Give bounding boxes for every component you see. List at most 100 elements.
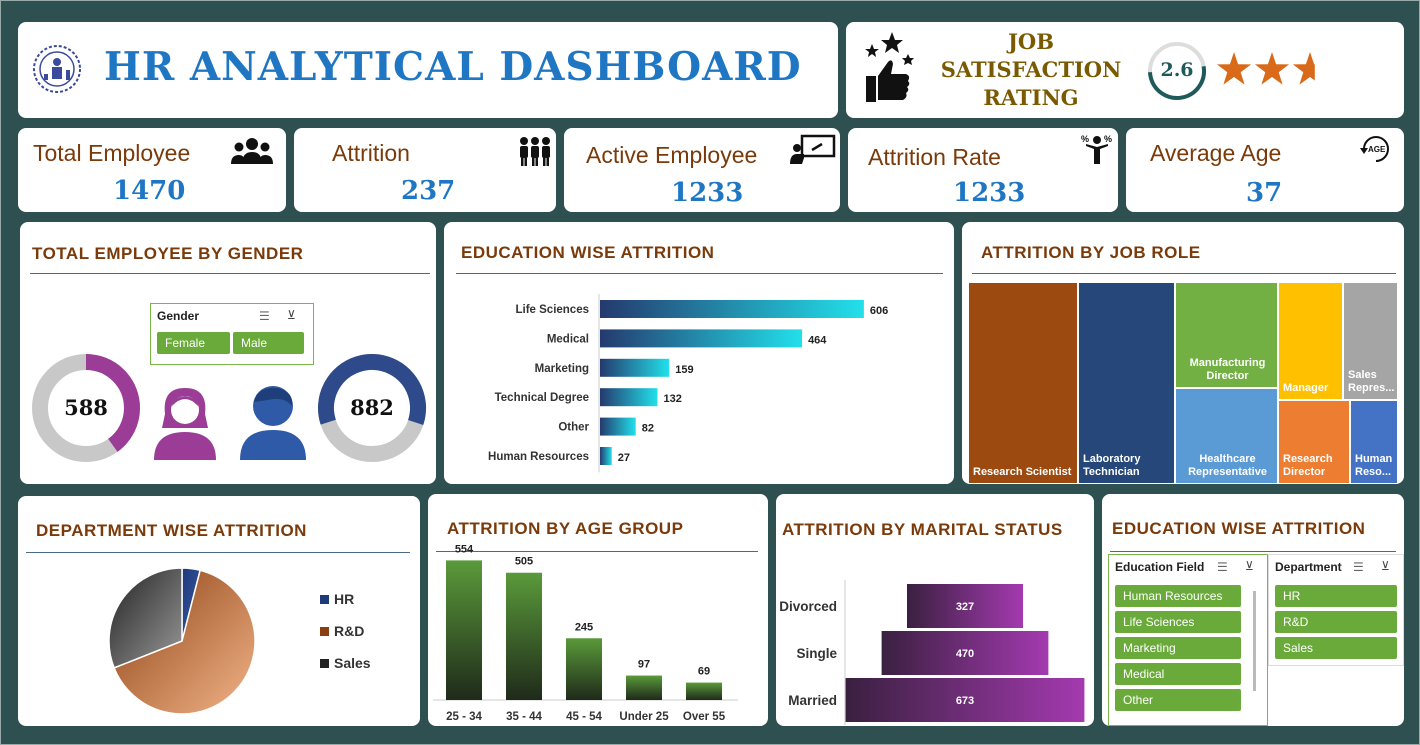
bar-under-25 [626,675,662,700]
treemap-cell-manager[interactable]: Manager [1278,282,1343,400]
category-label: Marketing [535,363,589,375]
slicer-option-other[interactable]: Other [1115,689,1241,711]
title-divider [456,273,943,274]
category-label: Married [788,693,837,708]
data-label: 606 [870,305,888,317]
treemap-label: Laboratory Technician [1083,453,1141,478]
data-label: 470 [956,648,974,660]
treemap-cell-human-resources[interactable]: Human Reso... [1350,400,1398,484]
three-people-icon [518,136,552,173]
kpi-label: Attrition [332,140,410,166]
star-1 [1216,52,1252,85]
hr-logo-icon [32,44,82,94]
category-label: 25 - 34 [446,711,482,723]
data-label: 132 [663,393,681,405]
title-divider [972,273,1396,274]
department-card: DEPARTMENT WISE ATTRITION HR R&D Sales [18,496,420,726]
percent-person-icon: %% [1080,132,1114,171]
bar-marketing [600,358,670,377]
bar-life-sciences [600,300,864,318]
clear-filter-icon[interactable]: ⊻ [1245,559,1254,573]
title-divider [436,551,758,552]
slicer-option-rnd[interactable]: R&D [1275,611,1397,633]
funnel-bar-married [845,678,1085,722]
kpi-value: 1470 [113,176,186,206]
svg-text:%: % [1081,134,1089,144]
data-label: 673 [956,695,974,707]
treemap-label: Research Director [1283,453,1333,478]
female-person-icon [152,384,218,465]
kpi-label: Attrition Rate [868,144,1001,170]
slicer-scrollbar[interactable] [1253,591,1256,691]
people-group-icon [230,136,274,173]
bar-25---34 [446,560,482,700]
kpi-label: Active Employee [586,142,758,168]
marital-funnel-chart: 327 Divorced 470 Single 673 Married [779,580,1085,725]
slicer-option-marketing[interactable]: Marketing [1115,637,1241,659]
treemap-cell-research-director[interactable]: Research Director [1278,400,1350,484]
category-label: Over 55 [683,711,726,723]
clear-filter-icon[interactable]: ⊻ [287,308,296,322]
category-label: Life Sciences [515,304,589,316]
age-cycle-icon: AGE [1360,134,1394,169]
kpi-attrition-rate: Attrition Rate 1233 %% [848,128,1118,212]
category-label: Medical [547,333,589,345]
slicer-option-sales[interactable]: Sales [1275,637,1397,659]
education-slicers-card: EDUCATION WISE ATTRITION Education Field… [1102,494,1404,726]
multi-select-icon[interactable]: ☰ [1217,560,1228,574]
treemap-cell-research-scientist[interactable]: Research Scientist [968,282,1078,484]
treemap-cell-healthcare-representative[interactable]: Healthcare Representative [1175,388,1278,484]
kpi-value: 1233 [671,178,744,208]
pie-slice-rnd [113,569,256,715]
category-label: Human Resources [488,451,589,463]
job-satisfaction-line-3: RATING [983,85,1079,110]
female-count: 588 [64,395,108,420]
slicer-option-male[interactable]: Male [233,332,304,354]
category-label: Technical Degree [495,392,589,404]
legend-label: Sales [334,655,371,671]
satisfaction-gauge: 2.6 [1146,40,1208,102]
svg-text:AGE: AGE [1368,145,1386,154]
slicer-option-medical[interactable]: Medical [1115,663,1241,685]
slicer-option-human-resources[interactable]: Human Resources [1115,585,1241,607]
presenter-icon [790,134,836,171]
bar-35---44 [506,572,542,700]
multi-select-icon[interactable]: ☰ [259,309,270,323]
treemap-cell-laboratory-technician[interactable]: Laboratory Technician [1078,282,1175,484]
category-label: Other [558,422,589,434]
slicer-option-life-sciences[interactable]: Life Sciences [1115,611,1241,633]
job-satisfaction-card: JOB SATISFACTION RATING 2.6 [846,22,1404,118]
data-label: 554 [455,543,474,555]
category-label: 45 - 54 [566,711,602,723]
treemap-label: Manager [1283,382,1329,394]
slicer-title: Education Field [1115,560,1205,574]
gender-card: TOTAL EMPLOYEE BY GENDER 588 Gender ☰ ⊻ … [20,222,436,484]
bar-over-55 [686,682,722,700]
clear-filter-icon[interactable]: ⊻ [1381,559,1390,573]
thumbs-up-stars-icon [860,32,918,104]
bar-45---54 [566,638,602,700]
department-pie-chart: HR R&D Sales [108,567,371,715]
bar-other [600,417,636,436]
bar-technical-degree [600,388,658,407]
treemap-cell-manufacturing-director[interactable]: Manufacturing Director [1175,282,1278,388]
kpi-label: Average Age [1150,140,1282,166]
treemap-cell-sales-representative[interactable]: Sales Repres... [1343,282,1398,400]
legend-label: R&D [334,623,364,639]
pie-slice-sales [108,567,183,669]
multi-select-icon[interactable]: ☰ [1353,560,1364,574]
treemap-label: Research Scientist [973,466,1072,478]
star-rating [1216,46,1336,92]
kpi-active-employee: Active Employee 1233 [564,128,840,212]
title-divider [30,273,430,274]
data-label: 97 [638,659,650,671]
job-satisfaction-line-2: SATISFACTION [940,57,1122,82]
data-label: 69 [698,666,710,678]
kpi-value: 37 [1246,178,1283,208]
slicer-option-hr[interactable]: HR [1275,585,1397,607]
section-title: TOTAL EMPLOYEE BY GENDER [32,244,304,263]
slicer-option-female[interactable]: Female [157,332,230,354]
section-title: EDUCATION WISE ATTRITION [461,243,715,262]
funnel-bar-single [881,631,1049,675]
job-role-treemap: Research Scientist Laboratory Technician… [968,282,1398,484]
